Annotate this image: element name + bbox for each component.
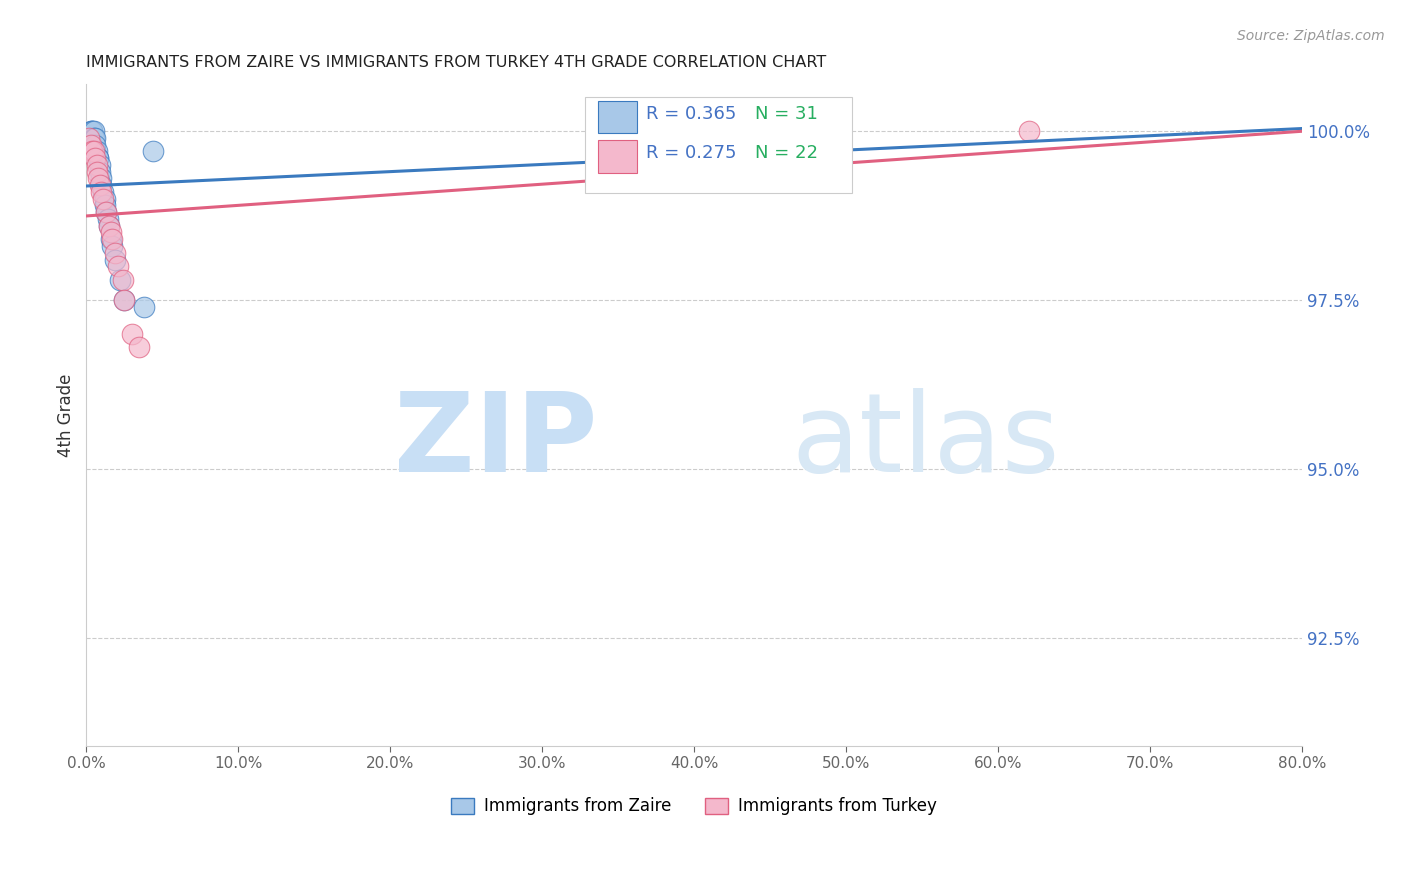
Point (98, 219, 121, 233)
Point (90, 185, 112, 199)
FancyBboxPatch shape (598, 140, 637, 173)
Point (121, 326, 143, 341)
FancyBboxPatch shape (598, 101, 637, 133)
Text: IMMIGRANTS FROM ZAIRE VS IMMIGRANTS FROM TURKEY 4TH GRADE CORRELATION CHART: IMMIGRANTS FROM ZAIRE VS IMMIGRANTS FROM… (86, 55, 827, 70)
Point (90, 171, 112, 186)
Point (104, 245, 127, 260)
Point (84, 151, 107, 165)
Point (89, 178, 111, 193)
Point (94, 205, 117, 219)
Point (112, 293, 135, 307)
Point (83, 124, 105, 138)
Point (82, 124, 104, 138)
Point (91, 185, 114, 199)
Point (87, 151, 110, 165)
Point (79, 131, 101, 145)
Point (82, 124, 104, 138)
Point (84, 131, 107, 145)
Text: atlas: atlas (792, 388, 1060, 495)
Point (132, 300, 155, 314)
Point (107, 259, 129, 273)
Point (84, 145, 107, 159)
Point (100, 232, 122, 246)
Text: R = 0.275: R = 0.275 (645, 145, 735, 162)
Legend: Immigrants from Zaire, Immigrants from Turkey: Immigrants from Zaire, Immigrants from T… (444, 791, 943, 822)
Point (637, 124, 659, 138)
Point (80, 124, 103, 138)
Point (93, 198, 115, 212)
Point (83, 131, 105, 145)
Point (76, 137, 98, 152)
Text: Source: ZipAtlas.com: Source: ZipAtlas.com (1237, 29, 1385, 43)
Point (108, 273, 131, 287)
Point (83, 145, 105, 159)
Point (128, 340, 150, 354)
FancyBboxPatch shape (585, 97, 852, 193)
Point (89, 158, 111, 172)
Y-axis label: 4th Grade: 4th Grade (58, 373, 75, 457)
Point (89, 164, 111, 178)
Point (98, 219, 121, 233)
Point (86, 158, 108, 172)
Point (90, 178, 112, 193)
Point (112, 293, 135, 307)
Point (94, 205, 117, 219)
Point (101, 239, 124, 253)
Text: ZIP: ZIP (394, 388, 598, 495)
Text: N = 22: N = 22 (755, 145, 818, 162)
Point (100, 226, 122, 240)
Point (84, 137, 107, 152)
Point (91, 192, 114, 206)
Point (87, 151, 110, 165)
Point (80, 131, 103, 145)
Point (87, 171, 110, 186)
Point (80, 137, 103, 152)
Point (82, 145, 104, 159)
Text: N = 31: N = 31 (755, 104, 818, 122)
Point (104, 252, 127, 267)
Point (101, 232, 124, 246)
Point (97, 211, 120, 226)
Text: R = 0.365: R = 0.365 (645, 104, 735, 122)
Point (1018, 124, 1040, 138)
Point (93, 192, 115, 206)
Point (142, 145, 165, 159)
Point (86, 164, 108, 178)
Point (111, 273, 134, 287)
Point (86, 145, 108, 159)
